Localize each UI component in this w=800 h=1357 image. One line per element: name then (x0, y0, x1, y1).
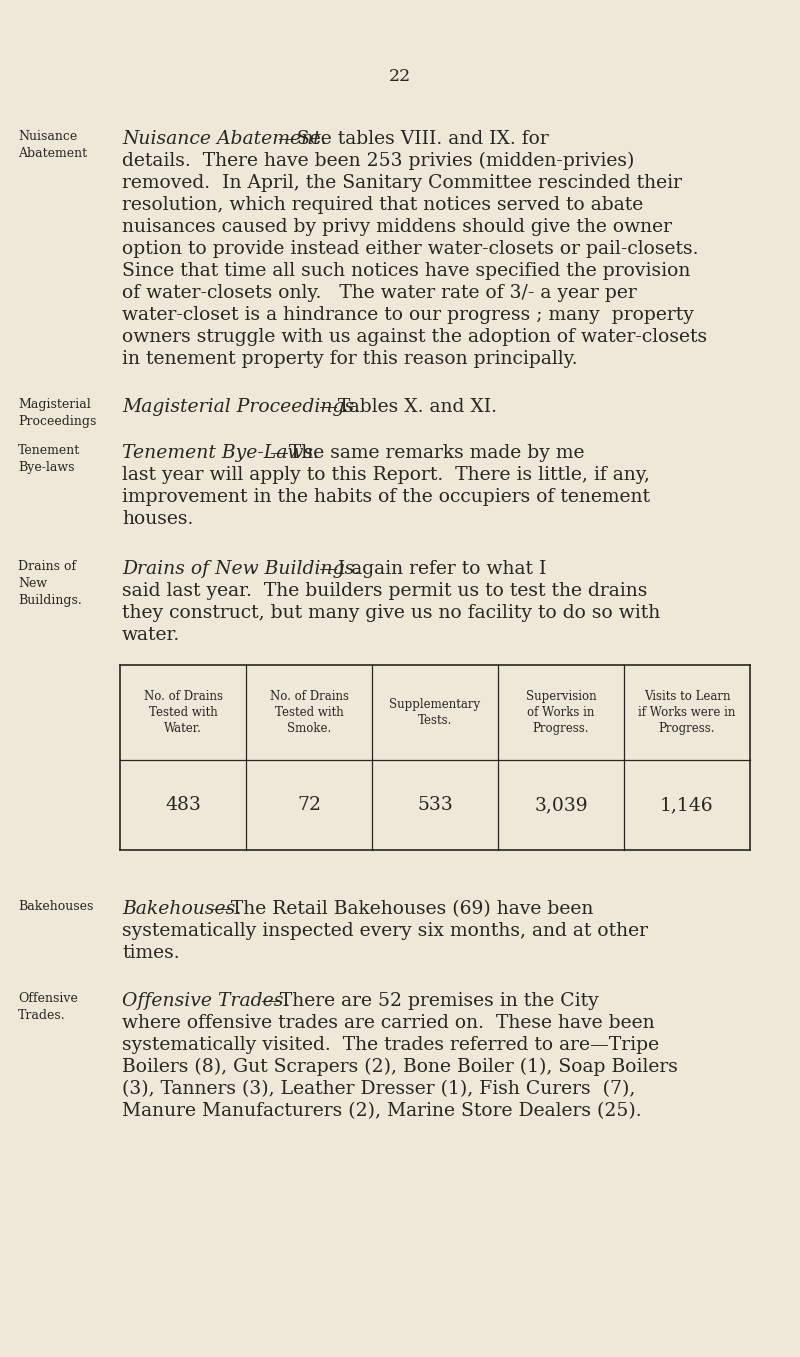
Text: Boilers (8), Gut Scrapers (2), Bone Boiler (1), Soap Boilers: Boilers (8), Gut Scrapers (2), Bone Boil… (122, 1058, 678, 1076)
Text: 483: 483 (165, 797, 201, 814)
Text: details.  There have been 253 privies (midden-privies): details. There have been 253 privies (mi… (122, 152, 634, 170)
Text: option to provide instead either water-closets or pail-closets.: option to provide instead either water-c… (122, 240, 698, 258)
Text: where offensive trades are carried on.  These have been: where offensive trades are carried on. T… (122, 1014, 654, 1033)
Text: 1,146: 1,146 (660, 797, 714, 814)
Text: Since that time all such notices have specified the provision: Since that time all such notices have sp… (122, 262, 690, 280)
Text: last year will apply to this Report.  There is little, if any,: last year will apply to this Report. The… (122, 465, 650, 484)
Text: Manure Manufacturers (2), Marine Store Dealers (25).: Manure Manufacturers (2), Marine Store D… (122, 1102, 642, 1120)
Text: 3,039: 3,039 (534, 797, 588, 814)
Text: in tenement property for this reason principally.: in tenement property for this reason pri… (122, 350, 578, 368)
Text: they construct, but many give us no facility to do so with: they construct, but many give us no faci… (122, 604, 660, 622)
Text: improvement in the habits of the occupiers of tenement: improvement in the habits of the occupie… (122, 489, 650, 506)
Text: systematically inspected every six months, and at other: systematically inspected every six month… (122, 921, 648, 940)
Text: 533: 533 (417, 797, 453, 814)
Text: houses.: houses. (122, 510, 194, 528)
Text: Nuisance Abatement.: Nuisance Abatement. (122, 130, 326, 148)
Text: removed.  In April, the Sanitary Committee rescinded their: removed. In April, the Sanitary Committe… (122, 174, 682, 191)
Text: —The same remarks made by me: —The same remarks made by me (270, 444, 584, 461)
Text: —The Retail Bakehouses (69) have been: —The Retail Bakehouses (69) have been (212, 900, 594, 917)
Text: Nuisance
Abatement: Nuisance Abatement (18, 130, 87, 160)
Text: —Tables X. and XI.: —Tables X. and XI. (318, 398, 497, 417)
Text: Bakehouses.: Bakehouses. (122, 900, 242, 917)
Text: nuisances caused by privy middens should give the owner: nuisances caused by privy middens should… (122, 218, 672, 236)
Text: Supervision
of Works in
Progress.: Supervision of Works in Progress. (526, 689, 596, 735)
Text: systematically visited.  The trades referred to are—Tripe: systematically visited. The trades refer… (122, 1035, 659, 1054)
Text: Tenement Bye-Laws.: Tenement Bye-Laws. (122, 444, 319, 461)
Text: 22: 22 (389, 68, 411, 85)
Text: Drains of
New
Buildings.: Drains of New Buildings. (18, 560, 82, 607)
Text: Magisterial Proceedings.: Magisterial Proceedings. (122, 398, 360, 417)
Text: No. of Drains
Tested with
Water.: No. of Drains Tested with Water. (143, 689, 222, 735)
Text: times.: times. (122, 944, 180, 962)
Text: Visits to Learn
if Works were in
Progress.: Visits to Learn if Works were in Progres… (638, 689, 736, 735)
Text: (3), Tanners (3), Leather Dresser (1), Fish Curers  (7),: (3), Tanners (3), Leather Dresser (1), F… (122, 1080, 635, 1098)
Text: No. of Drains
Tested with
Smoke.: No. of Drains Tested with Smoke. (270, 689, 349, 735)
Text: owners struggle with us against the adoption of water-closets: owners struggle with us against the adop… (122, 328, 707, 346)
Text: water-closet is a hindrance to our progress ; many  property: water-closet is a hindrance to our progr… (122, 305, 694, 324)
Text: Offensive Trades.: Offensive Trades. (122, 992, 290, 1010)
Text: water.: water. (122, 626, 180, 645)
Text: Supplementary
Tests.: Supplementary Tests. (390, 697, 481, 727)
Text: Drains of New Buildings.: Drains of New Buildings. (122, 560, 360, 578)
Text: Offensive
Trades.: Offensive Trades. (18, 992, 78, 1022)
Text: resolution, which required that notices served to abate: resolution, which required that notices … (122, 195, 643, 214)
Text: —I again refer to what I: —I again refer to what I (318, 560, 546, 578)
Text: said last year.  The builders permit us to test the drains: said last year. The builders permit us t… (122, 582, 647, 600)
Text: Magisterial
Proceedings: Magisterial Proceedings (18, 398, 96, 427)
Text: —There are 52 premises in the City: —There are 52 premises in the City (262, 992, 599, 1010)
Text: Bakehouses: Bakehouses (18, 900, 94, 913)
Text: of water-closets only.   The water rate of 3/- a year per: of water-closets only. The water rate of… (122, 284, 637, 303)
Text: Tenement
Bye-laws: Tenement Bye-laws (18, 444, 80, 474)
Text: 72: 72 (297, 797, 321, 814)
Text: —See tables VIII. and IX. for: —See tables VIII. and IX. for (278, 130, 549, 148)
